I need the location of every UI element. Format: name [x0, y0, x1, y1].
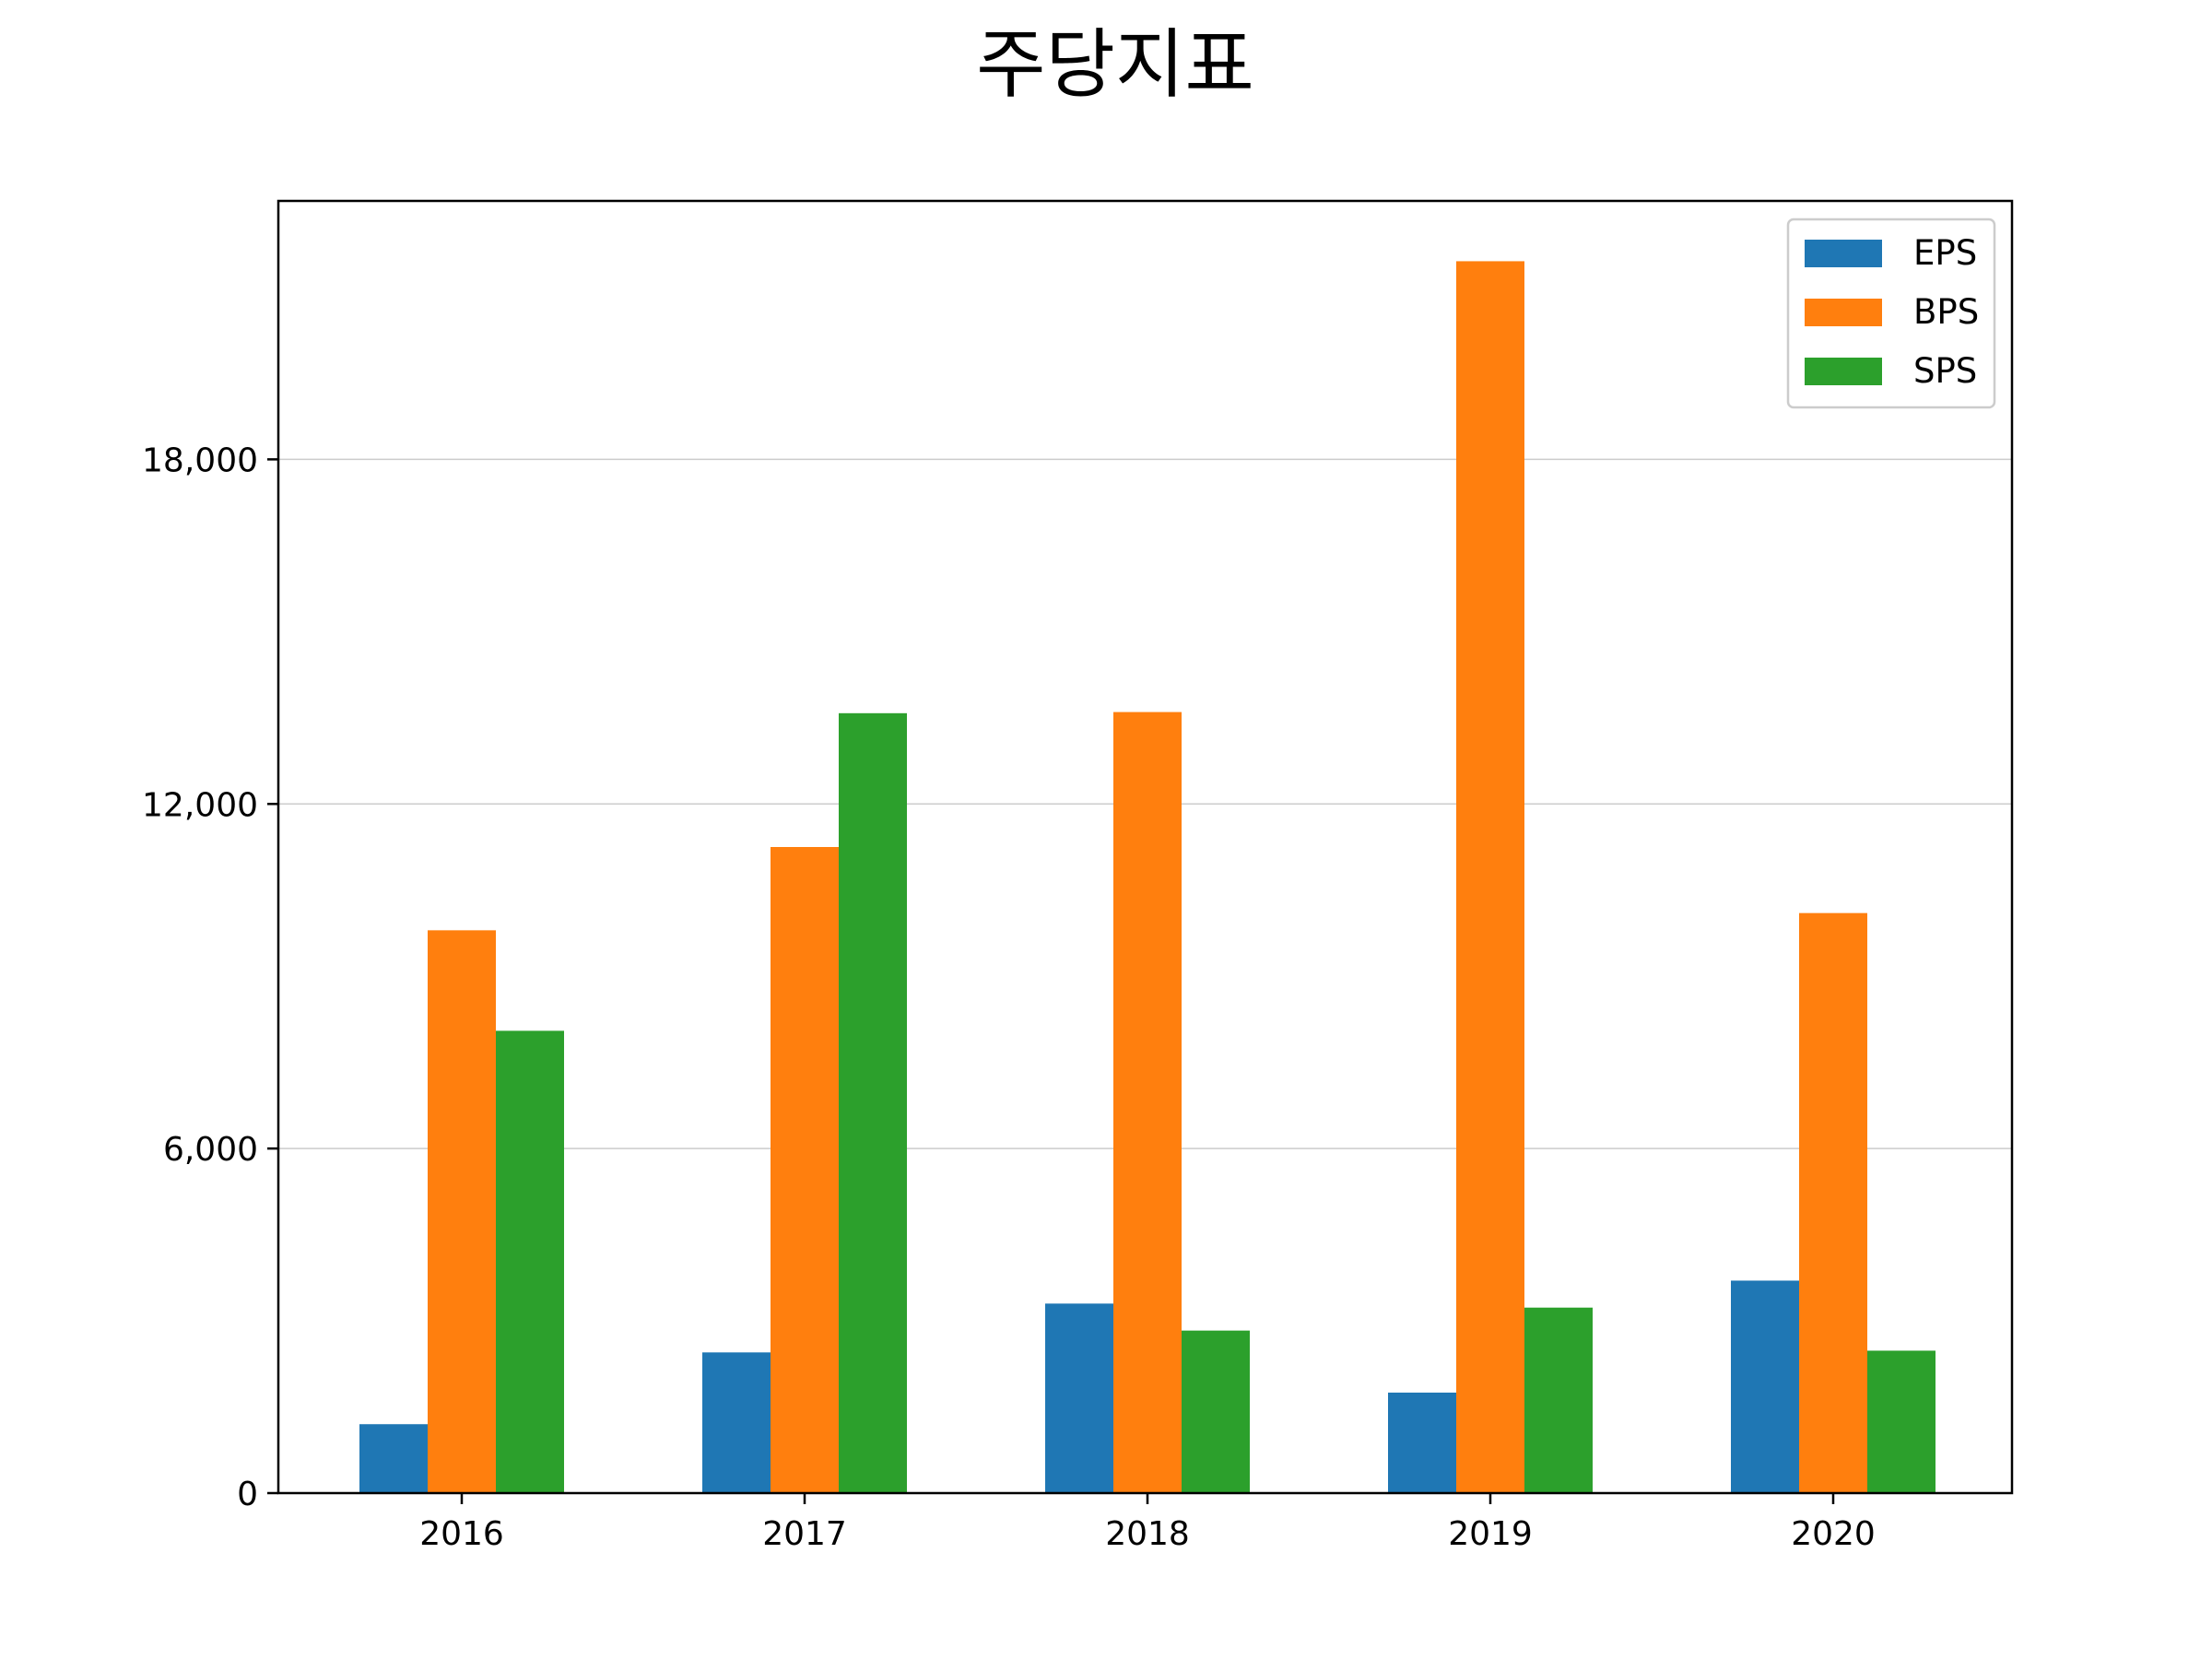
chart-title: 주당지표 [976, 21, 1254, 109]
x-tick-label: 2019 [1448, 1515, 1533, 1553]
x-tick-label: 2016 [419, 1515, 504, 1553]
bar-sps-2019 [1524, 1307, 1593, 1493]
y-tick-label: 18,000 [142, 441, 258, 479]
bar-eps-2017 [702, 1352, 771, 1493]
legend-label-eps: EPS [1913, 233, 1977, 273]
bar-sps-2018 [1182, 1330, 1250, 1493]
legend-swatch-sps [1805, 358, 1882, 385]
y-tick-label: 6,000 [163, 1131, 258, 1169]
x-tick-label: 2018 [1105, 1515, 1190, 1553]
legend-label-bps: BPS [1913, 292, 1979, 332]
bar-bps-2016 [428, 930, 496, 1493]
y-axis: 0 6,000 12,000 18,000 [142, 441, 278, 1513]
x-tick-label: 2020 [1791, 1515, 1876, 1553]
legend-swatch-bps [1805, 299, 1882, 326]
bar-eps-2019 [1388, 1392, 1456, 1493]
bar-eps-2018 [1045, 1303, 1113, 1493]
bar-eps-2016 [359, 1424, 428, 1493]
legend: EPS BPS SPS [1786, 218, 1996, 409]
bar-sps-2016 [496, 1030, 564, 1493]
y-tick-label: 0 [237, 1476, 258, 1513]
bar-bps-2017 [771, 847, 839, 1493]
bar-sps-2020 [1867, 1350, 1936, 1493]
bar-bps-2018 [1113, 712, 1182, 1493]
bar-bps-2020 [1799, 912, 1867, 1493]
plot-area-frame [276, 199, 2014, 1495]
legend-swatch-eps [1805, 240, 1882, 267]
y-tick-label: 12,000 [142, 786, 258, 824]
x-axis: 2016 2017 2018 2019 2020 [419, 1493, 1876, 1553]
x-tick-label: 2017 [762, 1515, 847, 1553]
bar-bps-2019 [1456, 261, 1524, 1494]
bars [359, 261, 1936, 1494]
bar-eps-2020 [1731, 1280, 1799, 1493]
legend-label-sps: SPS [1913, 351, 1977, 391]
bar-sps-2017 [839, 712, 907, 1493]
